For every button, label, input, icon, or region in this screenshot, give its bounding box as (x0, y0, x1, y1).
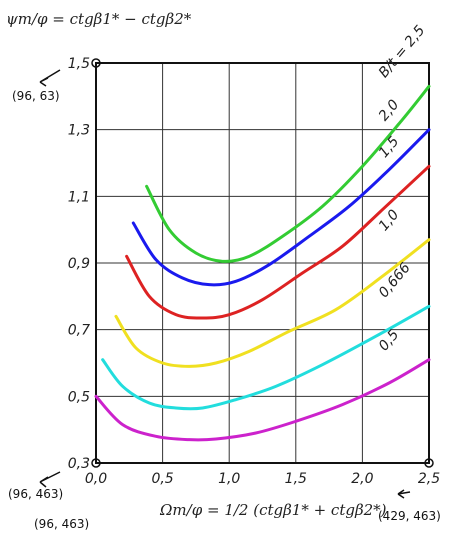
coord-bottom-left: (96, 463) (8, 487, 63, 501)
series-lines (94, 84, 431, 442)
series-line-3 (114, 238, 431, 368)
x-tick-label: 1,5 (285, 471, 307, 487)
corner-marker-origin (91, 458, 101, 468)
y-tick-label: 1,5 (68, 56, 90, 72)
y-tick-label: 0,3 (68, 456, 90, 472)
plot-frame (95, 62, 430, 464)
y-tick-label: 1,1 (68, 189, 90, 205)
y-tick-label: 0,9 (68, 256, 90, 272)
series-line-5 (94, 358, 431, 442)
x-tick-label: 0,0 (85, 471, 107, 487)
y-tick-label: 0,7 (68, 323, 90, 339)
x-tick-label: 2,5 (418, 471, 440, 487)
series-line-1 (131, 128, 431, 287)
series-label-5: 0,5 (376, 327, 403, 354)
series-line-2 (125, 164, 431, 320)
x-tick-label: 2,0 (351, 471, 373, 487)
y-axis-formula: ψт/φ = ctgβ1* − ctgβ2* (6, 10, 192, 28)
y-tick-label: 0,5 (68, 389, 90, 405)
series-label-1: 2,0 (376, 97, 403, 124)
series-label-2: 1,5 (376, 133, 403, 160)
x-axis-formula: Ωт/φ = 1/2 (ctgβ1* + ctgβ2*) (159, 501, 387, 519)
tick-labels: 0,0 0,5 1,0 1,5 2,0 2,5 0,3 0,5 0,7 0,9 1,1 1,3 1,5 (68, 56, 440, 487)
coord-top-left: (96, 63) (12, 89, 60, 103)
series-line-0 (145, 84, 431, 263)
y-tick-label: 1,3 (68, 123, 90, 139)
x-tick-label: 0,5 (151, 471, 173, 487)
arrow-bottom-right-icon (397, 489, 411, 499)
series-label-0: B/t = 2,5 (376, 23, 429, 81)
arrow-bottom-left-icon (39, 471, 61, 488)
arrow-top-left-icon (39, 69, 61, 87)
coord-bottom-right: (429, 463) (378, 509, 441, 523)
coord-origin-label: (96, 463) (34, 517, 89, 531)
corner-marker-top-left (91, 58, 101, 68)
series-line-4 (101, 304, 431, 411)
corner-marker-bottom-right (424, 458, 434, 468)
x-tick-label: 1,0 (218, 471, 240, 487)
